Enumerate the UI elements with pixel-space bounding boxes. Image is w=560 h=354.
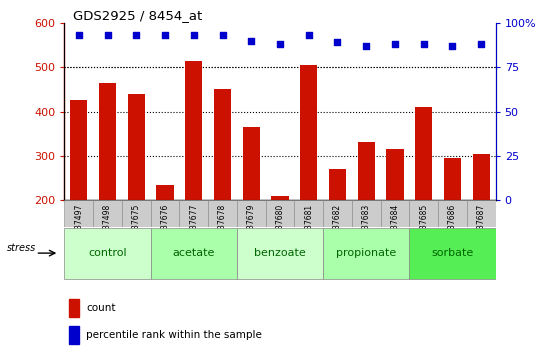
Text: GSM137680: GSM137680 bbox=[276, 204, 284, 250]
Text: GSM137687: GSM137687 bbox=[477, 204, 486, 250]
Text: GSM137679: GSM137679 bbox=[247, 204, 256, 250]
Bar bbox=[300, 65, 318, 200]
Bar bbox=[214, 89, 231, 200]
Text: GSM137685: GSM137685 bbox=[419, 204, 428, 250]
Bar bbox=[473, 154, 490, 200]
Bar bbox=[329, 169, 346, 200]
FancyBboxPatch shape bbox=[438, 200, 467, 227]
FancyBboxPatch shape bbox=[409, 228, 496, 279]
FancyBboxPatch shape bbox=[409, 200, 438, 227]
Text: GSM137498: GSM137498 bbox=[103, 204, 112, 250]
Text: GSM137497: GSM137497 bbox=[74, 204, 83, 250]
Bar bbox=[444, 158, 461, 200]
Text: percentile rank within the sample: percentile rank within the sample bbox=[86, 330, 262, 341]
Bar bbox=[358, 142, 375, 200]
Bar bbox=[272, 195, 288, 200]
FancyBboxPatch shape bbox=[467, 200, 496, 227]
Point bbox=[161, 33, 170, 38]
Bar bbox=[69, 326, 80, 344]
Text: count: count bbox=[86, 303, 115, 313]
FancyBboxPatch shape bbox=[179, 200, 208, 227]
Text: GSM137676: GSM137676 bbox=[161, 204, 170, 250]
Point bbox=[390, 41, 399, 47]
FancyBboxPatch shape bbox=[64, 228, 151, 279]
Point bbox=[218, 33, 227, 38]
Text: GSM137681: GSM137681 bbox=[304, 204, 313, 250]
Text: stress: stress bbox=[7, 243, 36, 253]
Point bbox=[362, 43, 371, 49]
Bar bbox=[70, 101, 87, 200]
Point bbox=[189, 33, 198, 38]
FancyBboxPatch shape bbox=[295, 200, 323, 227]
Text: propionate: propionate bbox=[336, 248, 396, 258]
FancyBboxPatch shape bbox=[323, 200, 352, 227]
FancyBboxPatch shape bbox=[151, 200, 179, 227]
Text: sorbate: sorbate bbox=[431, 248, 474, 258]
Text: GSM137682: GSM137682 bbox=[333, 204, 342, 250]
Text: GSM137686: GSM137686 bbox=[448, 204, 457, 250]
Bar bbox=[415, 107, 432, 200]
FancyBboxPatch shape bbox=[151, 228, 237, 279]
Point bbox=[276, 41, 284, 47]
Point bbox=[419, 41, 428, 47]
Point bbox=[132, 33, 141, 38]
Point bbox=[247, 38, 256, 44]
FancyBboxPatch shape bbox=[122, 200, 151, 227]
Bar bbox=[156, 184, 174, 200]
FancyBboxPatch shape bbox=[237, 228, 323, 279]
Bar bbox=[185, 61, 202, 200]
FancyBboxPatch shape bbox=[237, 200, 265, 227]
Text: GSM137677: GSM137677 bbox=[189, 204, 198, 250]
Text: GSM137678: GSM137678 bbox=[218, 204, 227, 250]
FancyBboxPatch shape bbox=[208, 200, 237, 227]
FancyBboxPatch shape bbox=[381, 200, 409, 227]
Bar bbox=[386, 149, 404, 200]
FancyBboxPatch shape bbox=[323, 228, 409, 279]
Point bbox=[304, 33, 313, 38]
Text: GSM137675: GSM137675 bbox=[132, 204, 141, 250]
Text: acetate: acetate bbox=[172, 248, 215, 258]
FancyBboxPatch shape bbox=[265, 200, 295, 227]
Point bbox=[74, 33, 83, 38]
Text: GDS2925 / 8454_at: GDS2925 / 8454_at bbox=[73, 9, 202, 22]
Point bbox=[477, 41, 486, 47]
Text: benzoate: benzoate bbox=[254, 248, 306, 258]
Bar bbox=[242, 127, 260, 200]
Text: GSM137683: GSM137683 bbox=[362, 204, 371, 250]
Text: GSM137684: GSM137684 bbox=[390, 204, 399, 250]
Point bbox=[103, 33, 112, 38]
Bar bbox=[128, 94, 145, 200]
Point bbox=[448, 43, 457, 49]
Bar bbox=[69, 299, 80, 317]
FancyBboxPatch shape bbox=[352, 200, 381, 227]
FancyBboxPatch shape bbox=[93, 200, 122, 227]
Bar bbox=[99, 83, 116, 200]
Point bbox=[333, 40, 342, 45]
Text: control: control bbox=[88, 248, 127, 258]
FancyBboxPatch shape bbox=[64, 200, 93, 227]
